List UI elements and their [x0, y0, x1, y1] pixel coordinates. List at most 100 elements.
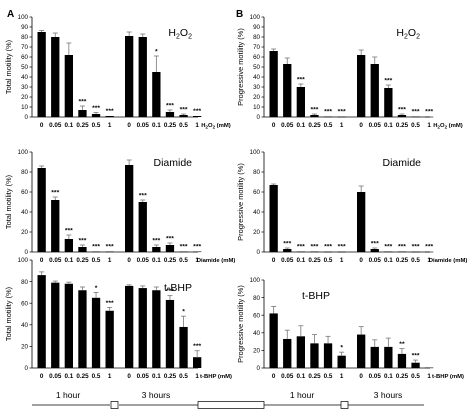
y-tick-label: 20	[253, 348, 260, 355]
significance-marker: ***	[412, 244, 420, 251]
y-tick-label: 10	[253, 104, 260, 111]
x-tick-label: 0.25	[396, 257, 409, 264]
significance-marker: ***	[398, 107, 406, 114]
significance-marker: ***	[106, 300, 114, 307]
bar	[152, 247, 161, 252]
y-tick-label: 10	[21, 104, 28, 111]
x-tick-label: 0.05	[369, 373, 382, 380]
x-unit-label: H2O2 (mM)	[433, 123, 463, 130]
y-tick-label: 0	[257, 114, 261, 121]
y-tick-label: 50	[253, 64, 260, 71]
y-axis-title: Total motility (%)	[4, 175, 13, 229]
y-tick-label: 80	[21, 169, 28, 176]
bar	[357, 55, 366, 117]
bar	[138, 288, 147, 368]
bar	[179, 115, 188, 117]
significance-marker: ***	[51, 190, 59, 197]
x-tick-label: 0.5	[411, 373, 420, 380]
bar	[397, 353, 407, 368]
x-tick-label: 0	[359, 373, 363, 380]
x-tick-label: 0.5	[92, 122, 101, 129]
bar	[411, 362, 420, 368]
bar	[78, 290, 87, 368]
x-tick-label: 0	[40, 122, 44, 129]
group-label-3-hours-b: 3 hours	[374, 390, 403, 400]
significance-marker: ***	[180, 244, 188, 251]
significance-marker: ***	[384, 244, 392, 251]
x-tick-label: 0.05	[49, 122, 62, 129]
bar	[425, 251, 434, 253]
x-tick-label: 0.1	[64, 373, 73, 380]
y-tick-label: 70	[253, 44, 260, 51]
y-tick-label: 0	[25, 114, 29, 121]
x-tick-label: 0.25	[76, 257, 89, 264]
x-tick-label: 0.05	[281, 257, 294, 264]
x-unit-label: t-BHP (mM)	[432, 374, 464, 380]
bar	[125, 285, 134, 368]
x-tick-label: 0.5	[179, 122, 188, 129]
bar	[310, 115, 319, 117]
x-tick-label: 0	[127, 373, 131, 380]
x-tick-label: 0.25	[308, 257, 321, 264]
bar	[51, 37, 60, 117]
x-tick-label: 0.1	[64, 122, 73, 129]
bar	[370, 346, 379, 368]
bar	[138, 202, 147, 252]
x-tick-label: 0	[127, 122, 131, 129]
y-tick-label: 40	[253, 74, 260, 81]
chart-title: t-BHP	[164, 282, 192, 294]
x-tick-label: 0.25	[76, 373, 89, 380]
x-tick-label: 1	[108, 373, 112, 380]
y-tick-label: 20	[21, 344, 28, 351]
bar	[37, 168, 46, 252]
y-axis-title: Progressive motility (%)	[236, 163, 245, 241]
significance-marker: ***	[92, 244, 100, 251]
significance-marker: ***	[324, 244, 332, 251]
panel-label-b: B	[236, 9, 243, 20]
x-tick-label: 0.5	[92, 373, 101, 380]
bar	[310, 251, 319, 253]
x-tick-label: 0.05	[137, 122, 150, 129]
significance-marker: ***	[139, 193, 147, 200]
x-tick-label: 0.05	[49, 257, 62, 264]
x-unit-label: Diamide (mM)	[197, 258, 236, 264]
bar	[105, 116, 114, 117]
chart-panel-3: 0 20 40 60 80 100 Total motility (%) Diamide 0 **…	[4, 149, 235, 264]
x-tick-label: 0	[40, 373, 44, 380]
group-label-3-hours-a: 3 hours	[142, 390, 171, 400]
y-tick-label: 60	[253, 312, 260, 319]
significance-marker: ***	[166, 236, 174, 243]
bar	[91, 297, 101, 368]
significance-marker: ***	[180, 107, 188, 114]
x-tick-label: 1	[340, 373, 344, 380]
bar	[165, 299, 175, 368]
significance-marker: ***	[65, 228, 73, 235]
bar	[323, 251, 333, 253]
bar	[337, 251, 346, 253]
x-tick-label: 0.05	[137, 257, 150, 264]
y-tick-label: 60	[253, 54, 260, 61]
x-tick-label: 0.05	[369, 122, 382, 129]
bar	[411, 251, 420, 253]
x-tick-label: 0	[272, 122, 276, 129]
y-tick-label: 0	[25, 365, 29, 372]
significance-marker: ***	[324, 109, 332, 116]
significance-marker: ***	[78, 99, 86, 106]
y-tick-label: 40	[253, 209, 260, 216]
bar	[384, 251, 393, 253]
bar	[152, 72, 161, 117]
x-tick-label: 1	[427, 257, 431, 264]
chart-title: H2O2	[168, 27, 192, 41]
x-tick-label: 1	[427, 373, 431, 380]
y-tick-label: 100	[18, 149, 29, 156]
bar	[91, 114, 101, 117]
chart-title: H2O2	[396, 27, 420, 41]
x-tick-label: 0.5	[411, 122, 420, 129]
y-tick-label: 100	[18, 14, 29, 21]
y-tick-label: 100	[250, 277, 261, 284]
y-tick-label: 70	[21, 44, 28, 51]
bar	[269, 51, 278, 117]
